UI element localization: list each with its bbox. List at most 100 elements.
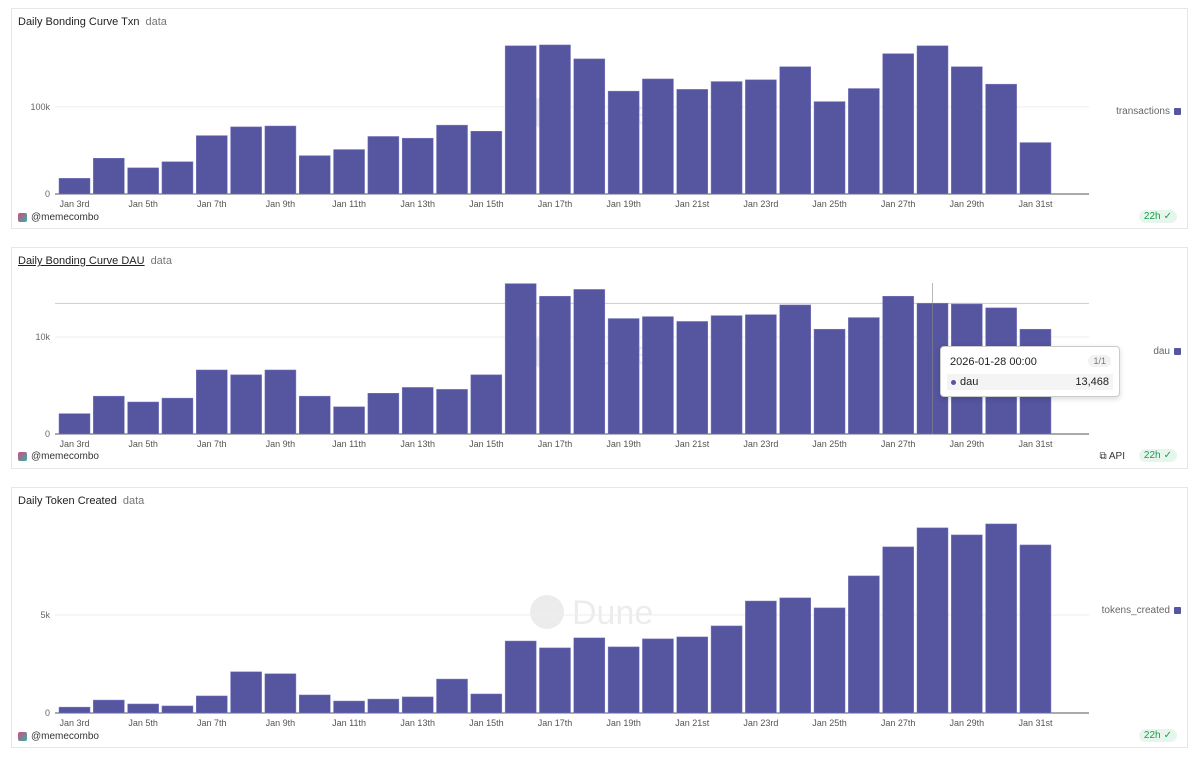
legend-item[interactable]: dau [1153, 346, 1181, 357]
bar[interactable] [401, 137, 434, 195]
bar[interactable] [573, 289, 606, 435]
bar[interactable] [539, 44, 571, 195]
x-tick-label: Jan 19th [606, 199, 641, 209]
bar[interactable] [298, 395, 331, 435]
bar[interactable] [951, 534, 983, 714]
bar[interactable] [607, 318, 640, 435]
chart-title[interactable]: Daily Bonding Curve Txn data [18, 16, 167, 28]
bar[interactable] [882, 53, 914, 195]
bar[interactable] [710, 625, 743, 714]
bar[interactable] [642, 78, 674, 195]
bar[interactable] [951, 66, 983, 195]
bar[interactable] [93, 395, 125, 435]
bar[interactable] [813, 101, 846, 195]
bar[interactable] [882, 295, 914, 435]
bar[interactable] [745, 600, 777, 714]
bar[interactable] [230, 671, 262, 714]
bar[interactable] [196, 695, 228, 714]
chart-title[interactable]: Daily Token Created data [18, 495, 144, 507]
bar[interactable] [436, 124, 468, 195]
bar[interactable] [230, 126, 262, 195]
author-link[interactable]: @memecombo [18, 212, 99, 223]
bar[interactable] [985, 83, 1017, 195]
bar[interactable] [642, 316, 674, 435]
bar[interactable] [127, 401, 159, 435]
bar[interactable] [779, 597, 811, 714]
bar[interactable] [333, 149, 365, 195]
bar[interactable] [710, 315, 743, 435]
bar[interactable] [264, 673, 297, 714]
bar[interactable] [745, 79, 777, 195]
author-link[interactable]: @memecombo [18, 731, 99, 742]
bar[interactable] [642, 638, 674, 714]
x-tick-label: Jan 27th [881, 718, 916, 728]
bar[interactable] [813, 328, 846, 435]
x-tick-label: Jan 3rd [59, 439, 89, 449]
bar[interactable] [676, 636, 709, 714]
bar[interactable] [607, 646, 640, 714]
bar[interactable] [813, 607, 846, 714]
bar[interactable] [436, 678, 468, 714]
bar[interactable] [161, 161, 194, 195]
bar[interactable] [230, 374, 262, 435]
bar[interactable] [848, 575, 880, 714]
bar[interactable] [1019, 544, 1052, 714]
bar[interactable] [298, 694, 331, 714]
bar[interactable] [196, 369, 228, 435]
legend-item[interactable]: tokens_created [1102, 605, 1181, 616]
bar[interactable] [401, 387, 434, 435]
bar[interactable] [779, 304, 811, 435]
bar[interactable] [916, 45, 949, 195]
bar[interactable] [196, 135, 228, 195]
bar[interactable] [264, 369, 297, 435]
bar[interactable] [676, 321, 709, 435]
bar[interactable] [504, 283, 537, 435]
bar[interactable] [298, 155, 331, 195]
bar[interactable] [161, 397, 194, 435]
bar[interactable] [607, 90, 640, 195]
bar[interactable] [539, 647, 571, 714]
bar[interactable] [573, 637, 606, 714]
author-link[interactable]: @memecombo [18, 451, 99, 462]
bar[interactable] [504, 45, 537, 195]
bar[interactable] [58, 178, 91, 195]
bar[interactable] [333, 700, 365, 714]
api-button[interactable]: ⧉ API [1100, 451, 1126, 462]
bar[interactable] [710, 81, 743, 195]
bar[interactable] [573, 58, 606, 195]
bar[interactable] [93, 699, 125, 714]
bar[interactable] [401, 696, 434, 714]
bar[interactable] [470, 693, 503, 714]
refresh-badge[interactable]: 22h ✓ [1138, 210, 1177, 223]
refresh-badge[interactable]: 22h ✓ [1138, 449, 1177, 462]
avatar [18, 732, 27, 741]
bar[interactable] [127, 167, 159, 195]
bar[interactable] [848, 317, 880, 435]
bar[interactable] [436, 389, 468, 435]
bar[interactable] [504, 640, 537, 714]
bar[interactable] [985, 523, 1017, 714]
bar[interactable] [470, 374, 503, 435]
bar[interactable] [58, 706, 91, 714]
chart-title[interactable]: Daily Bonding Curve DAU data [18, 255, 172, 267]
bar[interactable] [848, 88, 880, 195]
bar[interactable] [676, 89, 709, 195]
bar[interactable] [127, 703, 159, 714]
bar[interactable] [470, 130, 503, 195]
bar[interactable] [93, 158, 125, 195]
refresh-badge[interactable]: 22h ✓ [1138, 729, 1177, 742]
bar[interactable] [745, 314, 777, 435]
bar[interactable] [367, 698, 400, 714]
bar[interactable] [58, 413, 91, 435]
bar[interactable] [264, 125, 297, 195]
bar[interactable] [161, 705, 194, 714]
bar[interactable] [1019, 142, 1052, 195]
bar[interactable] [539, 295, 571, 435]
bar[interactable] [916, 527, 949, 714]
bar[interactable] [333, 406, 365, 435]
bar[interactable] [779, 66, 811, 195]
bar[interactable] [367, 393, 400, 435]
bar[interactable] [882, 546, 914, 714]
bar[interactable] [367, 136, 400, 195]
legend-item[interactable]: transactions [1116, 106, 1181, 117]
